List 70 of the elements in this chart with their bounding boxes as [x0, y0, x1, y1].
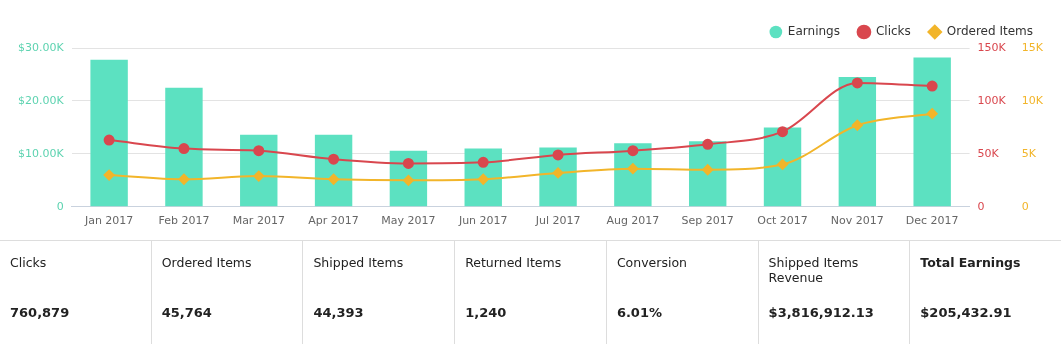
point	[253, 145, 265, 157]
y3-tick-label: 15K	[1021, 40, 1044, 54]
legend-label: Earnings	[787, 24, 840, 39]
y2-tick-label: 0	[977, 199, 985, 213]
point	[477, 173, 489, 185]
x-tick-label: Apr 2017	[308, 214, 359, 228]
legend-label: Clicks	[875, 24, 911, 39]
x-tick-label: Jul 2017	[534, 214, 581, 228]
text: 44,393	[313, 305, 364, 320]
legend-label: Ordered Items	[946, 24, 1034, 39]
text: Conversion	[616, 255, 688, 270]
x-tick-label: Jan 2017	[83, 214, 134, 228]
point	[103, 134, 115, 146]
point	[926, 80, 938, 92]
x-tick-label: Oct 2017	[757, 214, 808, 228]
point	[627, 163, 639, 175]
text: Total Earnings	[920, 255, 1022, 270]
text: Clicks	[10, 255, 48, 270]
bar	[838, 77, 877, 207]
y2-tick-label: 50K	[977, 146, 1000, 160]
point	[178, 173, 190, 185]
text: Ordered Items	[161, 255, 253, 270]
text: 6.01%	[616, 305, 662, 320]
y-tick-label: $10.00K	[18, 146, 65, 160]
text: Returned Items	[465, 255, 563, 270]
x-tick-label: Mar 2017	[232, 214, 285, 228]
text: $3,816,912.13	[768, 305, 874, 320]
y-tick-label: $30.00K	[18, 40, 65, 54]
text: 1,240	[465, 305, 507, 320]
point	[627, 145, 639, 157]
y3-tick-label: 10K	[1021, 93, 1044, 107]
point	[777, 126, 789, 138]
point	[328, 153, 340, 165]
y-tick-label: 0	[56, 199, 64, 213]
x-tick-label: Nov 2017	[830, 214, 884, 228]
text: Shipped Items Revenue	[768, 255, 860, 285]
point	[702, 138, 714, 150]
point	[851, 77, 863, 89]
point	[402, 157, 414, 169]
x-tick-label: Sep 2017	[681, 214, 734, 228]
text: 760,879	[10, 305, 70, 320]
x-tick-label: Jun 2017	[457, 214, 508, 228]
point	[477, 156, 489, 168]
bar	[165, 87, 203, 207]
point	[777, 158, 789, 170]
point	[926, 108, 938, 120]
point	[702, 164, 714, 176]
point	[253, 170, 265, 182]
point	[552, 149, 564, 161]
text: $205,432.91	[920, 305, 1012, 320]
text: 45,764	[161, 305, 212, 320]
y3-tick-label: 5K	[1021, 146, 1037, 160]
y-tick-label: $20.00K	[18, 93, 65, 107]
point	[328, 173, 340, 185]
x-tick-label: Aug 2017	[606, 214, 660, 228]
bar	[763, 127, 802, 207]
bar	[90, 59, 128, 207]
y2-tick-label: 100K	[977, 93, 1007, 107]
x-tick-label: Feb 2017	[158, 214, 210, 228]
point	[178, 143, 190, 155]
text: Shipped Items	[313, 255, 405, 270]
point	[402, 174, 414, 186]
point	[851, 119, 863, 131]
x-tick-label: May 2017	[381, 214, 436, 228]
point	[552, 167, 564, 179]
y3-tick-label: 0	[1021, 199, 1029, 213]
bar	[913, 57, 951, 207]
x-tick-label: Dec 2017	[905, 214, 959, 228]
point	[103, 169, 115, 181]
y2-tick-label: 150K	[977, 40, 1007, 54]
